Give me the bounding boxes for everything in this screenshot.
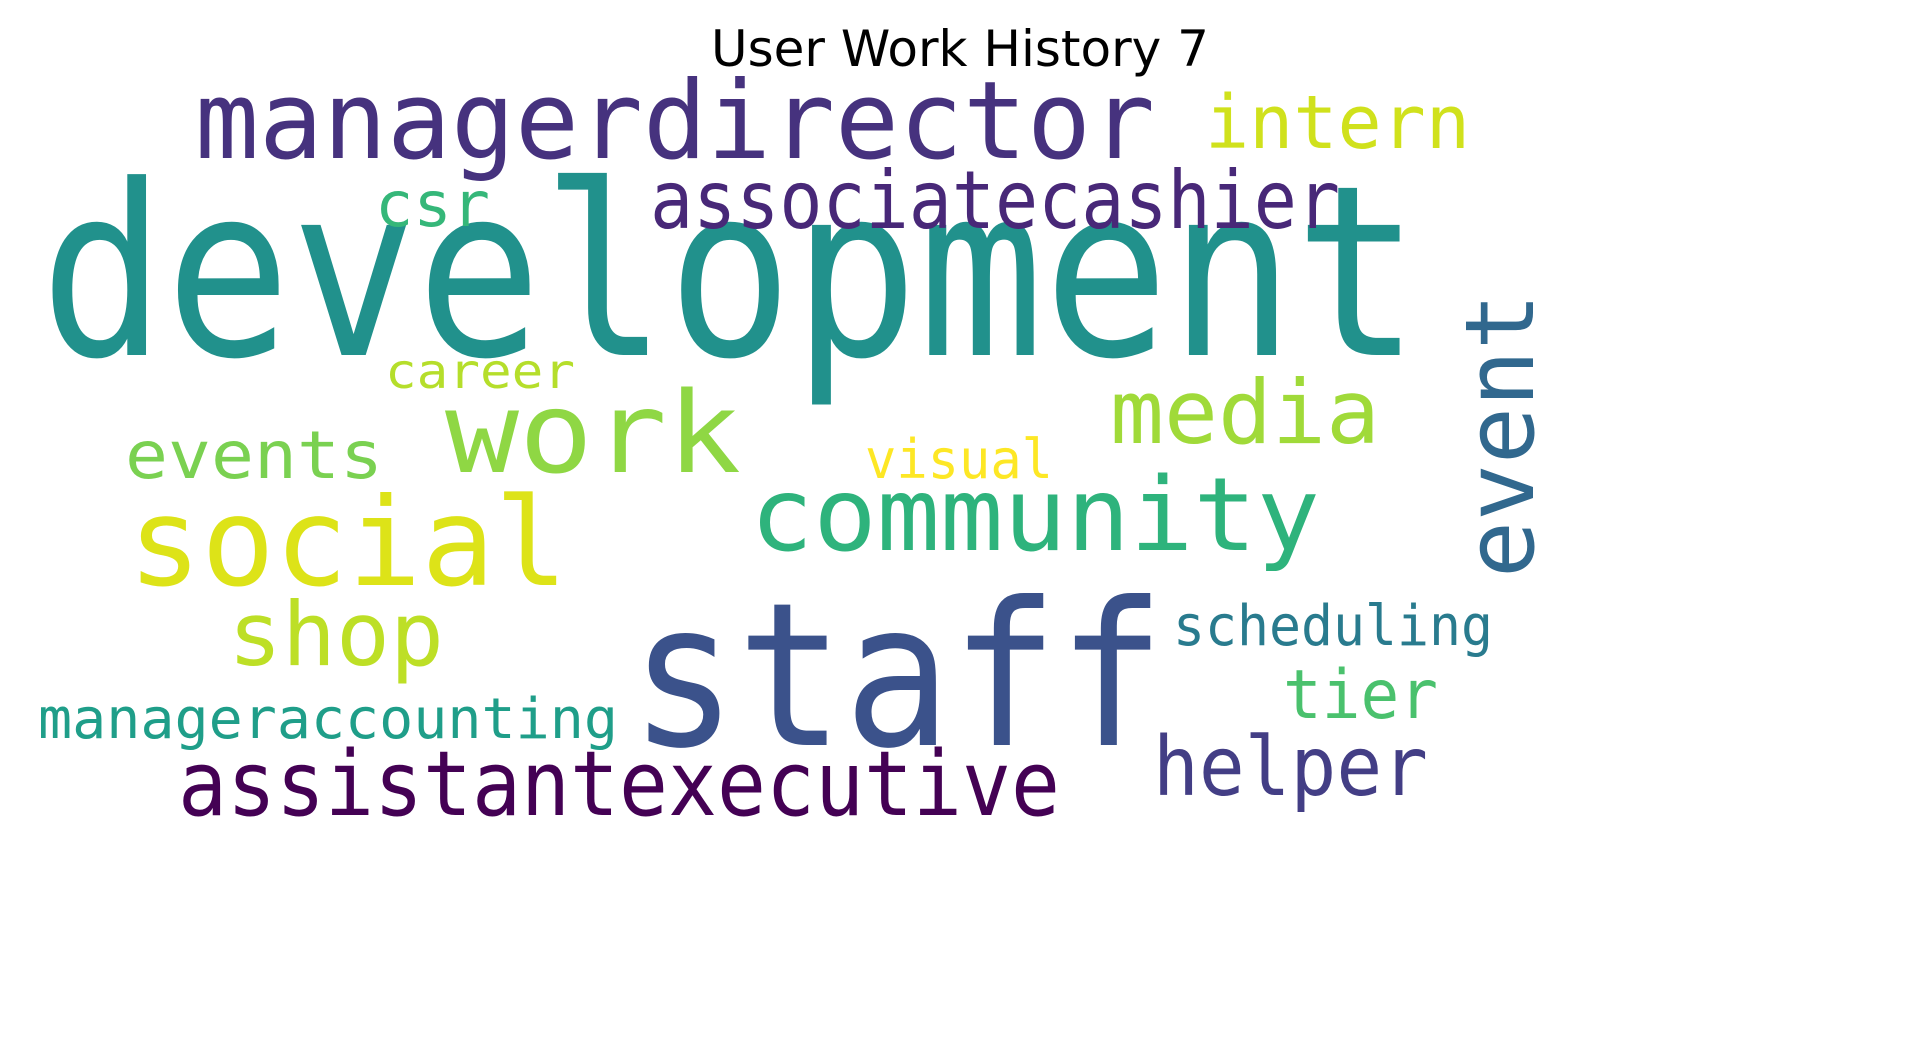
word-assistantexecutive: assistantexecutive [178,732,1060,837]
word-tier: tier [1283,656,1438,735]
word-intern: intern [1205,80,1470,166]
word-career: career [385,344,575,400]
word-helper: helper [1153,720,1428,815]
word-shop: shop [228,583,444,686]
word-associatecashier: associatecashier [650,154,1340,247]
word-visual: visual [865,428,1053,491]
word-social: social [128,472,568,614]
word-cloud: development staff managerdirector socialwor… [38,59,1556,837]
word-staff: staff [630,560,1165,793]
word-media: media [1110,361,1380,464]
word-managerdirector: managerdirector [195,59,1155,184]
word-events: events [125,417,383,494]
word-development: development [40,135,1420,412]
word-community: community [750,456,1320,575]
word-work: work [445,369,741,499]
chart-title: User Work History 7 [711,20,1209,78]
word-manageraccounting: manageraccounting [38,687,618,752]
word-csr: csr [375,168,490,241]
word-event: event [1446,293,1556,578]
word-scheduling: scheduling [1173,594,1493,659]
